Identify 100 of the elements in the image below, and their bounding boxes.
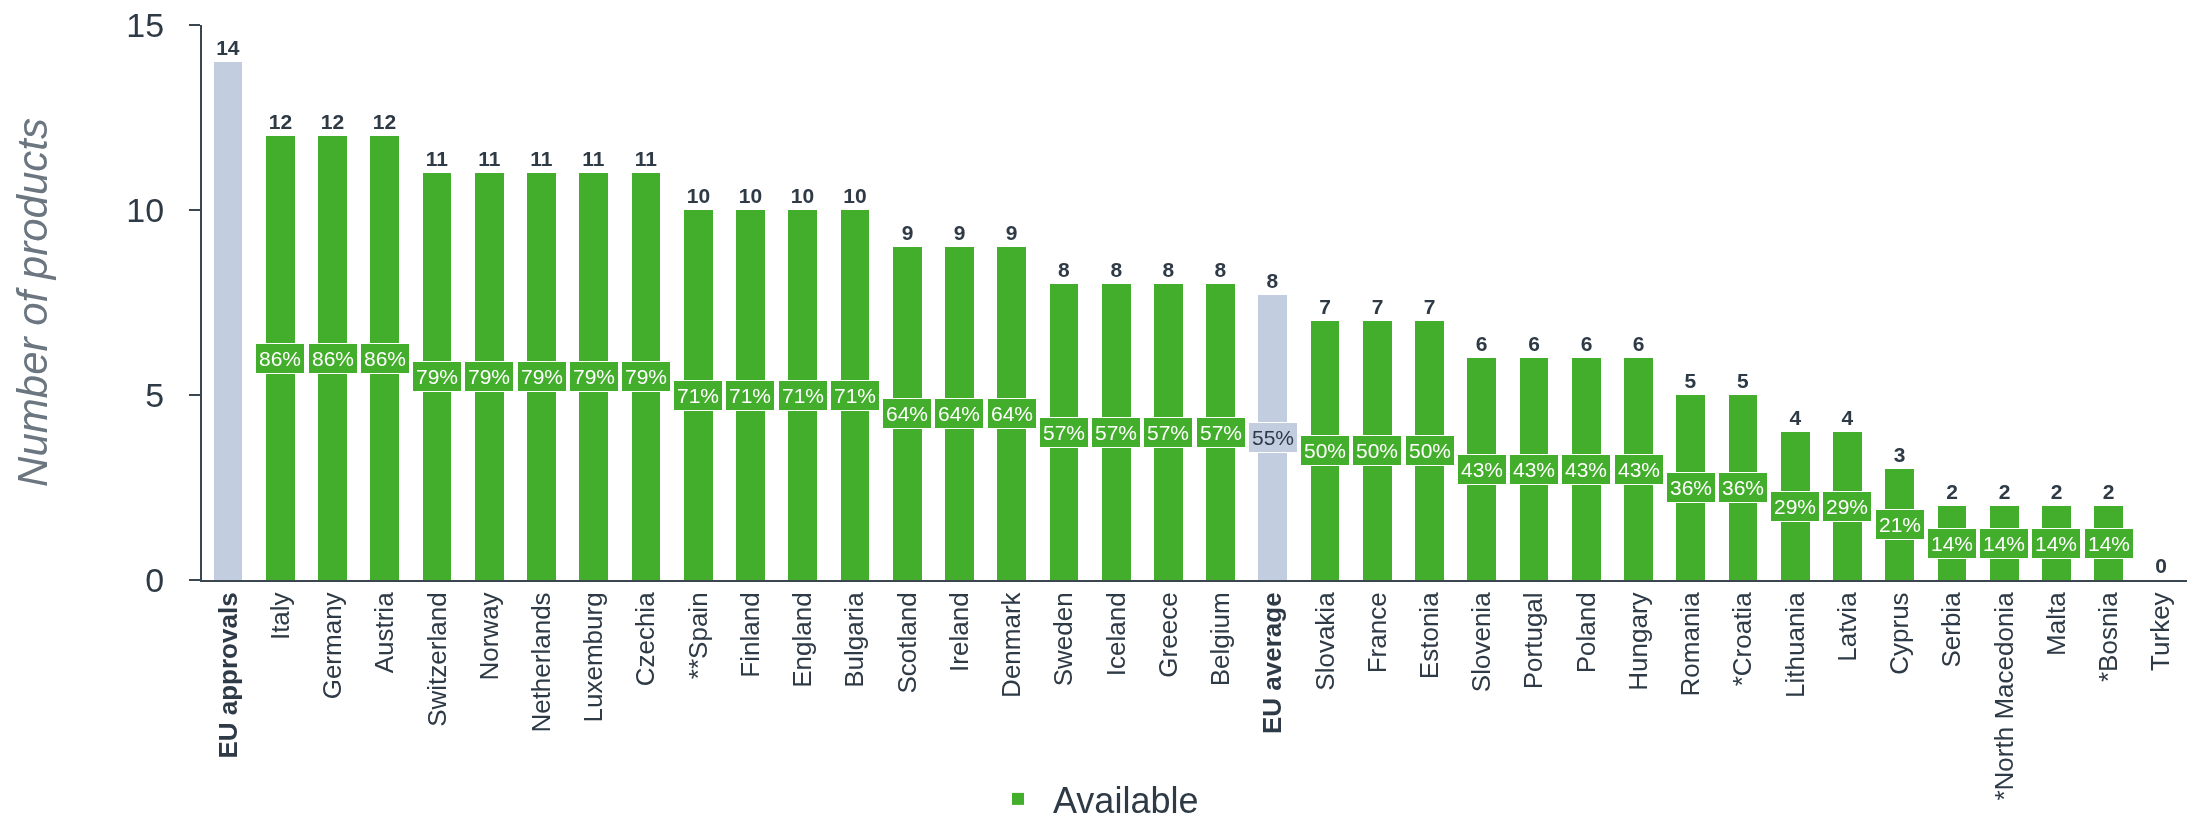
- x-tick-label: Romania: [1675, 591, 1706, 697]
- annotation: 21%: [1879, 513, 1922, 536]
- annotation: 50%: [1304, 439, 1347, 462]
- x-tick-label: Serbia: [1936, 591, 1967, 668]
- data-label: 6: [1632, 332, 1645, 355]
- x-tick-label: Cyprus: [1884, 592, 1915, 675]
- x-tick-label: Poland: [1570, 592, 1601, 674]
- data-label: 11: [530, 147, 553, 170]
- x-tick-label: Netherlands: [525, 592, 556, 733]
- x-tick-label: Switzerland: [421, 592, 452, 727]
- x-tick-label: Ireland: [943, 592, 974, 672]
- data-label: 12: [268, 110, 293, 133]
- x-tick-label: Iceland: [1100, 592, 1131, 677]
- x-tick-label: Denmark: [996, 591, 1027, 698]
- x-tick-label: Greece: [1152, 592, 1183, 678]
- data-label: 12: [372, 110, 397, 133]
- annotation: 86%: [364, 347, 407, 370]
- y-tick-label: 10: [126, 190, 165, 229]
- y-tick-label: 15: [126, 5, 165, 44]
- x-tick-label: Finland: [734, 592, 765, 678]
- data-label: 11: [582, 147, 605, 170]
- x-tick-label: EU approvals: [212, 592, 243, 759]
- annotation: 71%: [834, 384, 877, 407]
- annotation: 43%: [1461, 458, 1504, 481]
- data-label: 2: [1998, 480, 2011, 503]
- annotation: 29%: [1774, 495, 1817, 518]
- data-label: 4: [1841, 406, 1854, 429]
- data-label: 4: [1789, 406, 1802, 429]
- data-label: 11: [478, 147, 501, 170]
- x-tick-label: Portugal: [1518, 592, 1549, 690]
- annotation: 14%: [2035, 532, 2078, 555]
- x-tick-label: *Croatia: [1727, 591, 1758, 687]
- data-label: 9: [1005, 221, 1018, 244]
- data-label: 9: [901, 221, 914, 244]
- data-label: 8: [1214, 258, 1227, 281]
- x-tick-label: Norway: [473, 592, 504, 681]
- data-label: 11: [425, 147, 449, 170]
- annotation: 79%: [573, 365, 616, 388]
- data-label: 8: [1058, 258, 1070, 281]
- data-label: 10: [686, 184, 711, 207]
- annotation: 29%: [1826, 495, 1869, 518]
- data-label: 6: [1528, 332, 1540, 355]
- annotation: 43%: [1565, 458, 1608, 481]
- x-tick-label: *North Macedonia: [1988, 591, 2019, 801]
- annotation: 79%: [521, 365, 564, 388]
- data-label: 5: [1737, 369, 1749, 392]
- annotation: 86%: [312, 347, 355, 370]
- annotation: 36%: [1670, 476, 1713, 499]
- annotation: 50%: [1409, 439, 1452, 462]
- annotation: 64%: [938, 402, 981, 425]
- annotation: 71%: [729, 384, 772, 407]
- data-label: 10: [738, 184, 763, 207]
- x-tick-label: Turkey: [2145, 592, 2176, 671]
- annotation: 64%: [886, 402, 929, 425]
- annotation: 36%: [1722, 476, 1765, 499]
- data-label: 8: [1162, 258, 1175, 281]
- annotation: 50%: [1356, 439, 1399, 462]
- x-tick-label: *Bosnia: [2093, 591, 2124, 683]
- data-label: 7: [1371, 295, 1384, 318]
- annotation: 57%: [1147, 421, 1190, 444]
- annotation: 64%: [991, 402, 1034, 425]
- x-tick-label: Estonia: [1414, 591, 1445, 680]
- data-label: 3: [1893, 443, 1906, 466]
- x-tick-label: **Spain: [682, 592, 713, 680]
- annotation: 55%: [1252, 426, 1295, 449]
- annotation: 57%: [1200, 421, 1243, 444]
- x-tick-label: Belgium: [1205, 592, 1236, 687]
- annotation: 86%: [259, 347, 302, 370]
- annotation: 71%: [782, 384, 825, 407]
- annotation: 14%: [2088, 532, 2131, 555]
- x-tick-label: Italy: [264, 592, 295, 641]
- annotation: 79%: [625, 365, 668, 388]
- x-tick-label: EU average: [1257, 592, 1288, 735]
- data-label: 6: [1580, 332, 1593, 355]
- data-label: 2: [2102, 480, 2115, 503]
- annotation: 14%: [1931, 532, 1974, 555]
- data-label: 12: [320, 110, 345, 133]
- data-label: 6: [1475, 332, 1488, 355]
- x-tick-label: Czechia: [630, 591, 661, 687]
- x-tick-label: Scotland: [891, 592, 922, 694]
- x-tick-label: France: [1361, 592, 1392, 674]
- bar: [214, 62, 242, 580]
- data-label: 2: [1946, 480, 1958, 503]
- x-tick-label: Slovakia: [1309, 591, 1340, 691]
- legend-label: Available: [1053, 779, 1199, 821]
- annotation: 57%: [1043, 421, 1086, 444]
- x-tick-label: Germany: [317, 592, 348, 700]
- x-tick-label: Latvia: [1831, 591, 1862, 662]
- data-label: 0: [2155, 554, 2167, 577]
- x-tick-label: Sweden: [1048, 592, 1079, 687]
- data-label: 10: [843, 184, 867, 207]
- x-tick-label: Lithuania: [1779, 591, 1810, 698]
- x-tick-label: Bulgaria: [839, 591, 870, 688]
- x-tick-label: Slovenia: [1466, 591, 1497, 693]
- annotation: 71%: [677, 384, 720, 407]
- data-label: 5: [1684, 369, 1697, 392]
- x-tick-label: Hungary: [1622, 592, 1653, 691]
- annotation: 79%: [468, 365, 511, 388]
- x-tick-label: England: [787, 592, 818, 688]
- y-tick-label: 5: [145, 375, 165, 414]
